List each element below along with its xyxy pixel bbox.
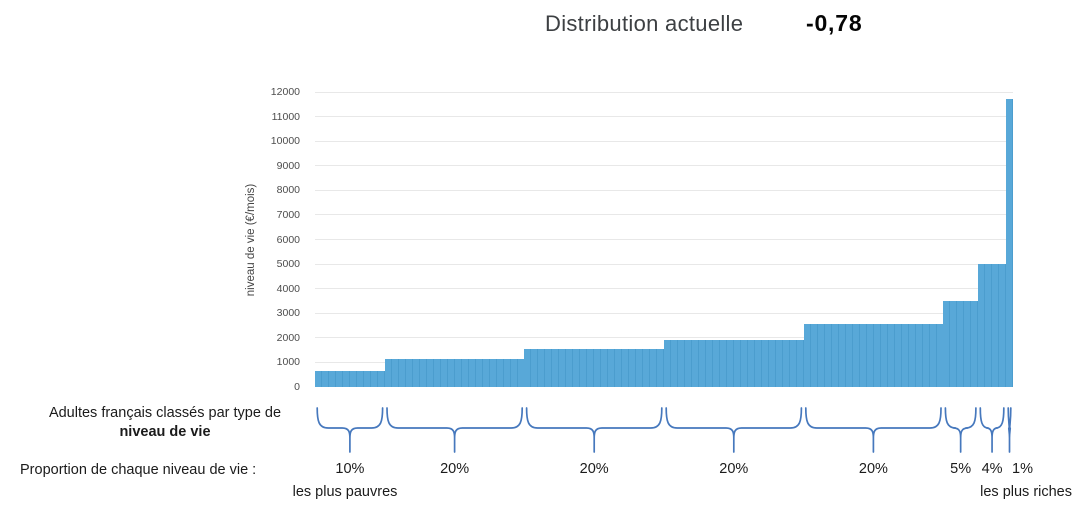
proportion-value-label: 5% bbox=[950, 461, 972, 477]
gridline bbox=[315, 337, 1013, 339]
proportion-value-label: 4% bbox=[981, 461, 1003, 477]
distribution-bar-segment bbox=[803, 324, 944, 387]
y-tick-label: 8000 bbox=[276, 184, 300, 197]
proportion-value-label: 20% bbox=[579, 461, 609, 477]
gridline bbox=[315, 91, 1013, 93]
proportion-value-label: 20% bbox=[719, 461, 749, 477]
y-tick-label: 9000 bbox=[276, 159, 300, 172]
x-axis-description-line2: niveau de vie bbox=[119, 424, 211, 440]
gridline bbox=[315, 116, 1013, 118]
proportion-row: 10% 20% 20% 20% 20% 5% 4% 1% bbox=[0, 461, 1080, 479]
y-tick-label: 6000 bbox=[276, 233, 300, 246]
proportion-value-label: 1% bbox=[1012, 461, 1033, 477]
brace-group-indicator bbox=[316, 407, 384, 453]
brace-group-indicator bbox=[665, 407, 803, 453]
proportion-caption: Proportion de chaque niveau de vie : bbox=[20, 462, 257, 478]
chart-title: Distribution actuelle bbox=[545, 11, 744, 36]
distribution-bar-segment bbox=[943, 300, 979, 387]
distribution-bar-segment bbox=[384, 358, 525, 387]
gridline bbox=[315, 140, 1013, 142]
gridline bbox=[315, 312, 1013, 314]
plot-area bbox=[315, 91, 1013, 387]
brace-group-indicator bbox=[1007, 407, 1012, 453]
y-tick-label: 3000 bbox=[276, 307, 300, 320]
y-axis-ticks: 0 1000 2000 3000 4000 5000 6000 7000 8000 9000 100… bbox=[245, 86, 307, 393]
richest-label: les plus riches bbox=[980, 484, 1072, 500]
distribution-bar-segment bbox=[315, 371, 385, 387]
y-tick-label: 7000 bbox=[276, 208, 300, 221]
y-tick-label: 10000 bbox=[270, 135, 300, 148]
proportion-value-label: 20% bbox=[440, 461, 470, 477]
gridline bbox=[315, 189, 1013, 191]
y-tick-label: 0 bbox=[294, 381, 300, 393]
gridline bbox=[315, 263, 1013, 265]
gridline bbox=[315, 239, 1013, 240]
brace-group-indicator bbox=[386, 407, 524, 453]
gridline bbox=[315, 214, 1013, 216]
y-tick-label: 4000 bbox=[276, 282, 300, 295]
distribution-indicator-value: -0,78 bbox=[806, 10, 863, 36]
distribution-bar-segment bbox=[664, 339, 804, 387]
distribution-bar-segment bbox=[1006, 99, 1013, 387]
y-tick-label: 2000 bbox=[276, 331, 300, 344]
y-tick-label: 12000 bbox=[270, 86, 300, 98]
gridline bbox=[315, 288, 1013, 290]
distribution-bar-segment bbox=[524, 348, 664, 387]
proportion-value-label: 10% bbox=[335, 461, 365, 477]
y-tick-label: 11000 bbox=[271, 110, 300, 123]
distribution-bar-segment bbox=[978, 264, 1006, 387]
brace-group-indicator bbox=[979, 407, 1005, 453]
poorest-label: les plus pauvres bbox=[292, 484, 398, 500]
brace-group-indicator bbox=[944, 407, 977, 453]
x-axis-description: Adultes français classés par type de niv… bbox=[20, 404, 310, 442]
y-tick-label: 5000 bbox=[276, 258, 300, 271]
x-axis-description-line1: Adultes français classés par type de bbox=[48, 405, 282, 421]
proportion-value-label: 20% bbox=[858, 461, 888, 477]
y-tick-label: 1000 bbox=[276, 356, 300, 369]
brace-svg bbox=[316, 407, 1012, 453]
gridline bbox=[315, 165, 1013, 167]
brace-group-indicator bbox=[804, 407, 942, 453]
brace-group-indicator bbox=[525, 407, 663, 453]
